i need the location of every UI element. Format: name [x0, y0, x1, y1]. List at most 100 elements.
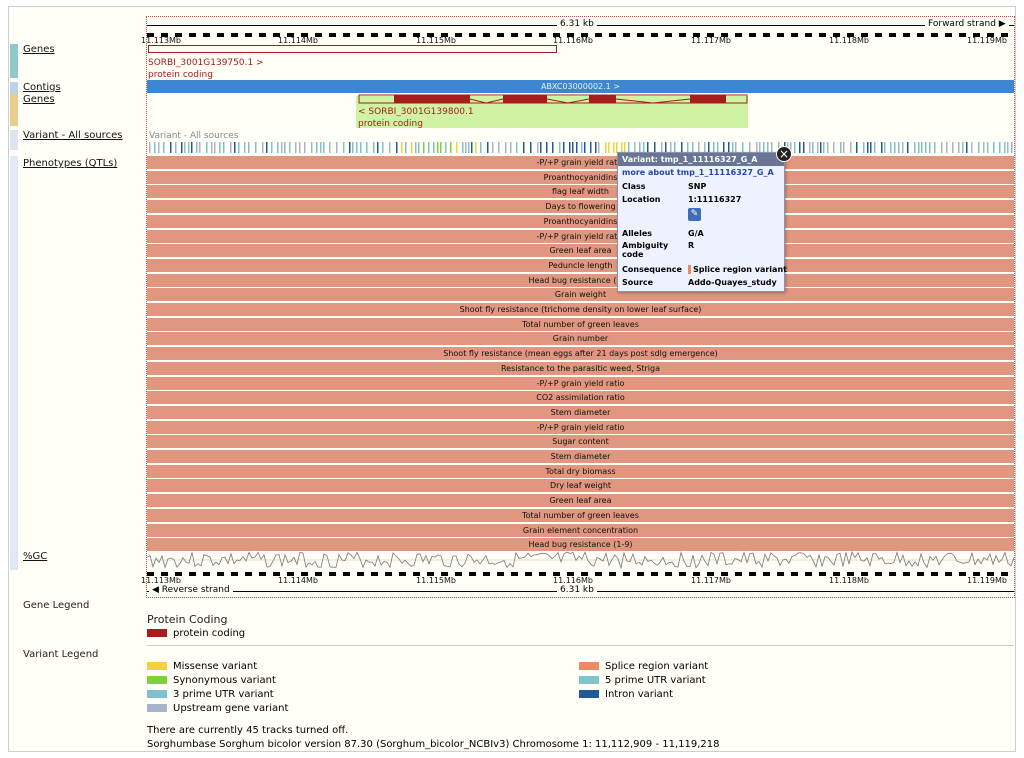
- popup-source-value: Addo-Quayes_study: [688, 278, 777, 287]
- gc-content-plot: [147, 550, 1014, 570]
- track-label-variant[interactable]: Variant - All sources: [23, 130, 123, 141]
- gene-legend-item: protein coding: [147, 628, 245, 639]
- qtl-bar[interactable]: Head bug resistance (1-9): [147, 273, 1014, 287]
- qtl-bar[interactable]: Grain number: [147, 332, 1014, 346]
- track-label-genes-2[interactable]: Genes: [23, 94, 55, 105]
- popup-title: Variant: tmp_1_11116327_G_A: [618, 153, 784, 166]
- tick-label: 11.115Mb: [416, 576, 456, 585]
- track-stripe-phenotypes: [10, 156, 18, 552]
- qtl-bar[interactable]: Total number of green leaves: [147, 508, 1014, 522]
- tick-label: 11.114Mb: [278, 36, 318, 45]
- popup-class-key: Class: [622, 182, 646, 191]
- qtl-bar[interactable]: Stem diameter: [147, 450, 1014, 463]
- popup-alleles-key: Alleles: [622, 229, 653, 238]
- track-stripe-genes2: [10, 94, 18, 126]
- qtl-bar[interactable]: -P/+P grain yield ratio: [147, 420, 1014, 434]
- ruler-span-label: 6.31 kb: [557, 19, 597, 29]
- qtl-bar[interactable]: -P/+P grain yield ratio: [147, 229, 1014, 243]
- variant-legend-item: Intron variant: [579, 689, 673, 700]
- variant-legend-item: 3 prime UTR variant: [147, 689, 274, 700]
- arrow-right-icon: ▶: [998, 19, 1006, 29]
- gene-legend-subtitle: Protein Coding: [147, 613, 228, 626]
- tick-label: 11.113Mb: [141, 576, 181, 585]
- track-label-genes[interactable]: Genes: [23, 44, 55, 55]
- qtl-bar[interactable]: Shoot fly resistance (mean eggs after 21…: [147, 347, 1014, 361]
- qtl-bar[interactable]: Peduncle length: [147, 258, 1014, 272]
- tick-label: 11.117Mb: [691, 576, 731, 585]
- qtl-bar[interactable]: Dry leaf weight: [147, 479, 1014, 493]
- variant-legend-item: Synonymous variant: [147, 675, 276, 686]
- arrow-left-icon: ◀: [152, 585, 159, 595]
- qtl-bar[interactable]: Proanthocyanidins: [147, 214, 1014, 228]
- qtl-bar[interactable]: Sugar content: [147, 435, 1014, 449]
- qtl-bar[interactable]: Stem diameter: [147, 405, 1014, 419]
- qtl-bar[interactable]: Head bug resistance (1-9): [147, 538, 1014, 552]
- gene-top-label[interactable]: SORBI_3001G139750.1 > protein coding: [148, 58, 264, 80]
- bottom-ruler: ◀ Reverse strand 6.31 kb: [147, 585, 1014, 599]
- tick-label: 11.118Mb: [829, 576, 869, 585]
- popup-alleles-value: G/A: [688, 229, 704, 238]
- popup-more-link[interactable]: more about tmp_1_11116327_G_A: [622, 168, 774, 177]
- track-stripe-gc: [10, 552, 18, 570]
- forward-strand-label: Forward strand ▶: [925, 19, 1009, 29]
- qtl-bar[interactable]: CO2 assimilation ratio: [147, 391, 1014, 405]
- tracks-off-note: There are currently 45 tracks turned off…: [147, 725, 349, 736]
- qtl-bar[interactable]: Total dry biomass: [147, 464, 1014, 478]
- qtl-bar[interactable]: Shoot fly resistance (trichome density o…: [147, 303, 1014, 316]
- assembly-info: Sorghumbase Sorghum bicolor version 87.3…: [147, 739, 720, 750]
- track-label-gc[interactable]: %GC: [23, 551, 48, 562]
- track-stripe-contigs: [10, 82, 18, 94]
- variant-popup: Variant: tmp_1_11116327_G_A × more about…: [617, 146, 792, 292]
- variant-legend-item: Splice region variant: [579, 661, 708, 672]
- ruler-span-label-bottom: 6.31 kb: [557, 585, 597, 595]
- close-icon[interactable]: ×: [776, 146, 792, 162]
- popup-class-value: SNP: [688, 182, 707, 191]
- popup-location-value: 1:11116327: [688, 195, 742, 204]
- gene-model-top[interactable]: [148, 45, 557, 53]
- qtl-bar[interactable]: Proanthocyanidins: [147, 170, 1014, 184]
- qtl-bar[interactable]: Resistance to the parasitic weed, Striga: [147, 361, 1014, 375]
- variant-legend-item: 5 prime UTR variant: [579, 675, 706, 686]
- track-label-contigs[interactable]: Contigs: [23, 82, 61, 93]
- popup-ambiguity-key: Ambiguity code: [622, 241, 669, 259]
- gene-model-mid[interactable]: [358, 93, 748, 105]
- qtl-bar[interactable]: Grain weight: [147, 288, 1014, 302]
- variant-legend-title: Variant Legend: [23, 649, 99, 660]
- gene-legend-title: Gene Legend: [23, 600, 90, 611]
- tick-label: 11.116Mb: [553, 576, 593, 585]
- variant-track-inline-label: Variant - All sources: [149, 131, 239, 141]
- edit-location-icon[interactable]: ✎: [688, 208, 701, 221]
- track-label-phenotypes[interactable]: Phenotypes (QTLs): [23, 158, 118, 169]
- popup-source-key: Source: [622, 278, 654, 287]
- gene-mid-label[interactable]: < SORBI_3001G139800.1 protein coding: [358, 107, 474, 129]
- qtl-bar[interactable]: Days to flowering: [147, 200, 1014, 214]
- popup-consequence-key: Consequence: [622, 265, 682, 274]
- variant-legend-item: Missense variant: [147, 661, 257, 672]
- tick-label: 11.117Mb: [691, 36, 731, 45]
- tick-label: 11.118Mb: [829, 36, 869, 45]
- top-ruler: 6.31 kb Forward strand ▶: [147, 18, 1014, 48]
- variant-track[interactable]: [147, 142, 1014, 154]
- popup-consequence-value: Splice region variant: [688, 265, 787, 274]
- qtl-bar[interactable]: -P/+P grain yield ratio: [147, 376, 1014, 390]
- tick-label: 11.114Mb: [278, 576, 318, 585]
- contig-bar[interactable]: ABXC03000002.1 >: [147, 80, 1014, 93]
- qtl-bar[interactable]: Green leaf area: [147, 244, 1014, 258]
- qtl-bar[interactable]: Total number of green leaves: [147, 317, 1014, 331]
- popup-ambiguity-value: R: [688, 241, 695, 250]
- tick-label: 11.113Mb: [141, 36, 181, 45]
- track-stripe-variant: [10, 130, 18, 150]
- tick-label: 11.119Mb: [967, 576, 1007, 585]
- qtl-bar[interactable]: flag leaf width: [147, 185, 1014, 199]
- qtl-bar[interactable]: -P/+P grain yield ratio: [147, 156, 1014, 169]
- bottom-tick-bar: [147, 572, 1008, 576]
- tick-label: 11.115Mb: [416, 36, 456, 45]
- qtl-bar[interactable]: Green leaf area: [147, 494, 1014, 508]
- variant-legend-item: Upstream gene variant: [147, 703, 288, 714]
- popup-location-key: Location: [622, 195, 661, 204]
- legend-divider: [147, 645, 1014, 646]
- qtl-bar[interactable]: Grain element concentration: [147, 523, 1014, 537]
- top-tick-bar: [147, 33, 1008, 37]
- reverse-strand-label: ◀ Reverse strand: [149, 585, 233, 595]
- tick-label: 11.119Mb: [967, 36, 1007, 45]
